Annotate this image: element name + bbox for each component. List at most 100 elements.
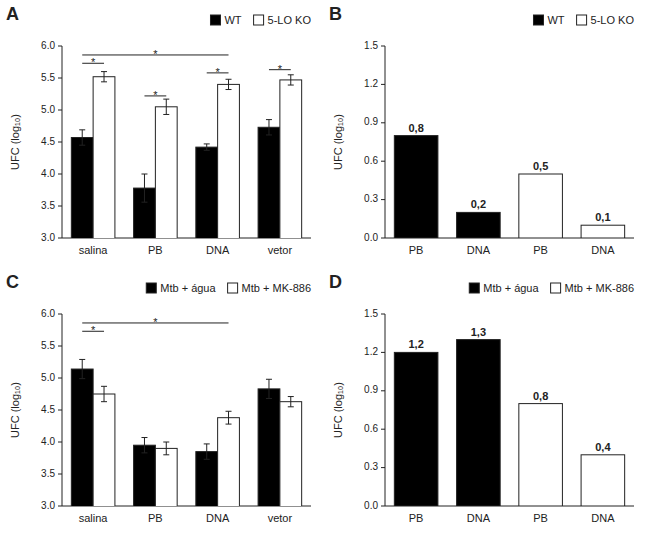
bar: [519, 174, 563, 238]
error-bar: [266, 379, 272, 398]
x-tick-label: salina: [79, 512, 109, 524]
y-tick-label: 5.5: [41, 340, 55, 351]
y-tick-label: 5.0: [41, 372, 55, 383]
bar: [93, 394, 115, 506]
significance-label: *: [153, 48, 158, 60]
error-bar: [141, 438, 147, 453]
y-tick: [58, 346, 62, 347]
legend-label: 5-LO KO: [591, 14, 635, 26]
error-bar: [79, 359, 85, 378]
legend: WT5-LO KO: [210, 14, 311, 26]
x-tick-label: PB: [148, 512, 163, 524]
y-tick: [381, 46, 385, 47]
x-tick-label: DNA: [467, 244, 491, 256]
y-tick: [58, 142, 62, 143]
error-bar: [101, 386, 107, 401]
y-tick: [381, 506, 385, 507]
bar: [519, 404, 563, 506]
plot-area: [71, 72, 301, 238]
legend-label: WT: [224, 14, 241, 26]
bar: [218, 418, 240, 506]
x-tick-label: salina: [79, 244, 109, 256]
bar: [280, 80, 302, 238]
y-tick-label: 6.0: [41, 308, 55, 319]
error-bar: [141, 174, 147, 202]
y-tick-label: 1.2: [364, 78, 378, 89]
legend-swatch: [469, 283, 479, 293]
bar: [134, 445, 156, 506]
error-bar: [266, 120, 272, 135]
y-tick: [58, 238, 62, 239]
error-bar: [163, 442, 169, 455]
y-tick: [58, 314, 62, 315]
legend-swatch: [533, 15, 543, 25]
y-tick: [58, 474, 62, 475]
x-tick-label: PB: [409, 512, 424, 524]
x-tick-label: DNA: [206, 244, 230, 256]
y-tick: [381, 161, 385, 162]
bar: [280, 402, 302, 506]
bar: [581, 455, 625, 506]
y-tick-label: 3.5: [41, 468, 55, 479]
bar: [155, 448, 177, 506]
data-label: 0,5: [533, 160, 548, 172]
y-axis-label: UFC (log₁₀): [9, 382, 21, 438]
y-tick: [381, 314, 385, 315]
y-tick: [381, 467, 385, 468]
legend: Mtb + águaMtb + MK-886: [146, 282, 311, 294]
y-tick-label: 5.5: [41, 72, 55, 83]
y-tick-label: 1.5: [364, 40, 378, 51]
panel-title: D: [329, 272, 342, 292]
x-tick-label: PB: [148, 244, 163, 256]
legend-swatch: [254, 15, 264, 25]
y-axis-label: UFC (log₁₀): [332, 382, 344, 438]
panel: BUFC (log₁₀)0.00.30.60.91.21.50,80,20,50…: [329, 4, 634, 256]
error-bar: [163, 99, 169, 114]
data-label: 0,8: [533, 390, 548, 402]
bar: [258, 127, 280, 238]
error-bar: [204, 144, 210, 150]
y-tick: [381, 199, 385, 200]
y-axis-line: [62, 314, 63, 506]
significance-label: *: [278, 63, 283, 75]
legend: Mtb + águaMtb + MK-886: [469, 282, 634, 294]
x-tick-label: DNA: [591, 244, 615, 256]
significance-label: *: [91, 56, 96, 68]
panel: DUFC (log₁₀)0.00.30.60.91.21.51,21,30,80…: [329, 272, 634, 524]
panel: AUFC (log₁₀)3.03.54.04.55.05.56.0*****sa…: [6, 4, 311, 430]
y-tick: [381, 84, 385, 85]
data-label: 1,2: [408, 338, 423, 350]
significance-label: *: [153, 89, 158, 101]
error-bar: [288, 397, 294, 407]
legend: WT5-LO KO: [533, 14, 634, 26]
legend-swatch: [551, 283, 561, 293]
y-axis-label: UFC (log₁₀): [9, 114, 21, 170]
y-tick-label: 4.0: [41, 436, 55, 447]
data-label: 0,4: [595, 441, 611, 453]
error-bar: [288, 75, 294, 85]
y-tick: [58, 442, 62, 443]
y-tick: [381, 390, 385, 391]
panel-title: C: [6, 272, 19, 292]
legend-label: Mtb + MK-886: [242, 282, 311, 294]
panel-title: A: [6, 4, 19, 24]
y-tick-label: 6.0: [41, 40, 55, 51]
error-bar: [79, 130, 85, 145]
bar: [218, 84, 240, 238]
y-tick-label: 0.0: [364, 232, 378, 243]
legend-swatch: [228, 283, 238, 293]
figure: AUFC (log₁₀)3.03.54.04.55.05.56.0*****sa…: [0, 0, 646, 536]
legend-label: Mtb + água: [483, 282, 539, 294]
y-tick: [58, 78, 62, 79]
y-tick: [58, 378, 62, 379]
y-tick: [58, 506, 62, 507]
x-tick-label: PB: [409, 244, 424, 256]
y-tick-label: 0.6: [364, 155, 378, 166]
y-tick: [381, 352, 385, 353]
x-tick-label: PB: [533, 512, 548, 524]
data-label: 0,1: [595, 211, 610, 223]
legend-swatch: [210, 15, 220, 25]
y-tick-label: 1.2: [364, 346, 378, 357]
y-tick-label: 4.0: [41, 168, 55, 179]
significance-label: *: [91, 324, 96, 336]
